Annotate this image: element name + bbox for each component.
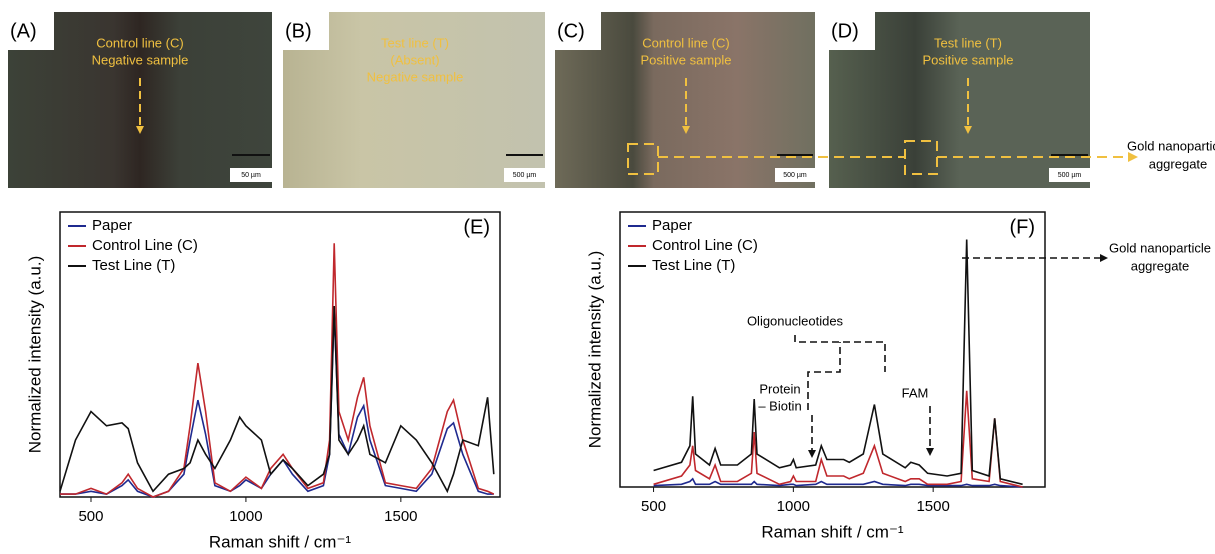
legend-label: Paper [92, 217, 132, 234]
bracket [794, 335, 886, 410]
scale-box [1049, 168, 1090, 182]
legend-label: Paper [652, 217, 692, 234]
x-axis-label: Raman shift / cm⁻¹ [761, 522, 904, 541]
y-axis-label: Normalized intensity (a.u.) [25, 256, 44, 453]
arrow-head [1100, 254, 1108, 262]
arrow-head [136, 126, 144, 134]
x-tick-label: 500 [641, 498, 666, 515]
label-notch [829, 12, 875, 50]
scale-box [230, 168, 272, 182]
x-tick-label: 1000 [229, 508, 262, 525]
panel-label: (C) [557, 20, 585, 42]
plot-frame [619, 211, 1046, 488]
legend-label: Test Line (T) [652, 257, 735, 274]
side-note: Gold nanoparticle [1127, 138, 1215, 153]
annotation: – Biotin [758, 398, 801, 413]
annotation: Oligonucleotides [747, 313, 844, 328]
spectrum-line [60, 311, 494, 498]
arrow-head [808, 450, 816, 458]
x-tick-label: 1500 [916, 498, 949, 515]
arrow-head [1128, 152, 1138, 162]
panel-label: (F) [1009, 216, 1035, 238]
panel-caption: Negative sample [92, 52, 189, 67]
dashed-box [627, 143, 659, 175]
charts: 500 1000 1500 Raman shift / cm⁻¹ Normalized … [25, 211, 1211, 551]
annotation: FAM [902, 385, 929, 400]
label-notch [555, 12, 601, 50]
spectrum-line [59, 305, 495, 494]
panel-caption: Control line (C) [96, 35, 183, 50]
scale-box [775, 168, 815, 182]
arrow-head [926, 448, 934, 456]
panel-caption: Positive sample [922, 52, 1013, 67]
arrow-head [964, 126, 972, 134]
label-notch [8, 12, 54, 50]
scale-label: 50 µm [241, 172, 261, 179]
legend-label: Control Line (C) [92, 237, 198, 254]
panel-caption: Positive sample [640, 52, 731, 67]
scale-label: 500 µm [783, 172, 807, 179]
x-tick-label: 1000 [777, 498, 810, 515]
scale-label: 500 µm [1058, 172, 1082, 179]
label-notch [283, 12, 329, 50]
panel-label: (D) [831, 20, 859, 42]
x-tick-label: 1500 [384, 508, 417, 525]
arrow-head [682, 126, 690, 134]
annotation: Gold nanoparticle [1109, 240, 1211, 255]
x-tick-label: 500 [78, 508, 103, 525]
panel-label: (A) [10, 20, 37, 42]
panel-label: (E) [463, 216, 490, 238]
legend-label: Control Line (C) [652, 237, 758, 254]
panel-caption: Negative sample [367, 69, 464, 84]
aggregate-callout [627, 140, 1138, 175]
legend-label: Test Line (T) [92, 257, 175, 274]
spectrum-line [653, 477, 1023, 488]
photo-panels: (A) Control line (C) Negative sample 50 µm (… [8, 12, 1090, 188]
annotation: Protein [759, 381, 800, 396]
scale-box [504, 168, 545, 182]
panel-caption: (Absent) [390, 52, 439, 67]
side-note: aggregate [1149, 156, 1208, 171]
annotation: aggregate [1131, 258, 1190, 273]
scale-label: 500 µm [513, 172, 537, 179]
panel-caption: Test line (T) [381, 35, 449, 50]
plot-frame [59, 211, 501, 498]
spectrum-line [653, 390, 1023, 488]
spectrum-line [60, 243, 495, 498]
panel-caption: Control line (C) [642, 35, 729, 50]
x-axis-label: Raman shift / cm⁻¹ [209, 532, 352, 551]
y-axis-label: Normalized intensity (a.u.) [585, 251, 604, 448]
panel-caption: Test line (T) [934, 35, 1002, 50]
spectrum-line [653, 239, 1023, 486]
panel-label: (B) [285, 20, 312, 42]
